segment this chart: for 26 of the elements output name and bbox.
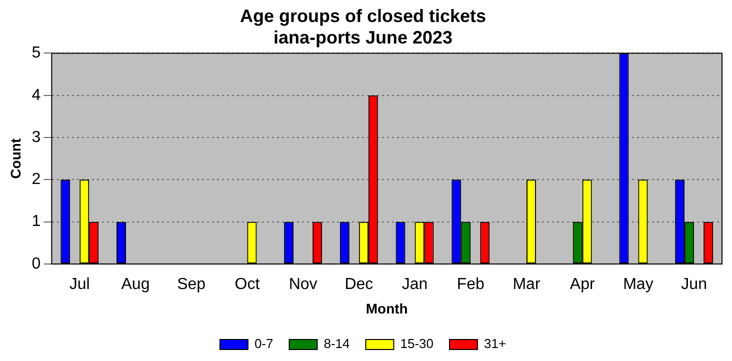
y-tick-label: 2	[32, 171, 41, 188]
x-tick-label: Oct	[234, 276, 260, 294]
legend-label: 31+	[484, 336, 506, 352]
y-tick-label: 3	[32, 128, 41, 146]
x-tick-label: Feb	[456, 276, 485, 294]
x-tick-label: Jan	[402, 276, 428, 294]
legend-label: 0-7	[254, 336, 274, 352]
x-tick-label: Jun	[681, 276, 707, 294]
x-tick-label: May	[623, 276, 654, 294]
chart-title: Age groups of closed tickets	[240, 6, 486, 26]
x-tick-label: Jul	[69, 276, 90, 294]
x-tick-label: Mar	[512, 276, 541, 294]
y-tick-label: 0	[32, 255, 41, 272]
x-tick-label: Dec	[344, 276, 374, 294]
legend-label: 15-30	[400, 336, 434, 352]
chart-subtitle: iana-ports June 2023	[273, 27, 453, 48]
x-tick-label: Apr	[570, 276, 596, 294]
x-axis-title: Month	[366, 300, 408, 316]
x-tick-label: Sep	[177, 276, 206, 294]
y-tick-label: 1	[32, 213, 41, 230]
y-tick-label: 5	[32, 44, 41, 62]
y-tick-label: 4	[32, 86, 41, 104]
x-tick-label: Aug	[121, 276, 150, 294]
legend-label: 8-14	[324, 336, 350, 352]
y-axis-title: Count	[7, 138, 24, 179]
x-tick-label: Nov	[288, 276, 318, 294]
